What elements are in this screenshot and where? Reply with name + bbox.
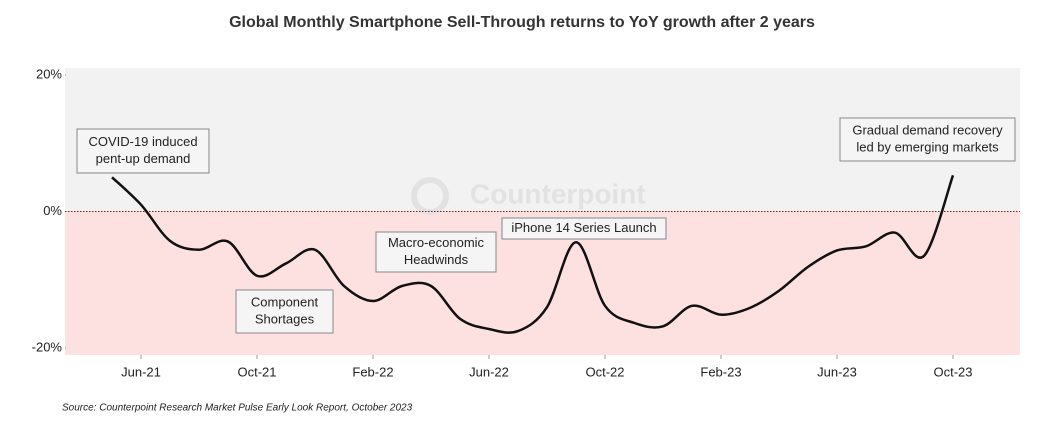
x-tick-label: Jun-22 <box>469 364 509 379</box>
annotation: Gradual demand recovery led by emerging m… <box>839 117 1016 162</box>
line-series <box>111 174 955 334</box>
watermark-logo <box>411 177 449 215</box>
y-tick-label: 20% <box>36 66 62 81</box>
x-tick-label: Jun-23 <box>817 364 857 379</box>
x-tick-label: Oct-23 <box>933 364 972 379</box>
chart-title: Global Monthly Smartphone Sell-Through r… <box>229 14 815 31</box>
annotation-box <box>839 117 1016 162</box>
annotation-box <box>235 289 334 334</box>
x-tick-label: Feb-22 <box>352 364 393 379</box>
y-tick-label: 0% <box>43 203 62 218</box>
annotation-text: Gradual demand recovery <box>852 122 1003 137</box>
x-tick-label: Feb-23 <box>700 364 741 379</box>
annotation: Macro-economic Headwinds <box>375 231 497 273</box>
annotation-text: Component <box>251 294 319 309</box>
annotation-box <box>76 128 210 174</box>
y-tick-label: -20% <box>32 340 63 355</box>
watermark: Counterpoint <box>470 178 646 209</box>
annotation-text: pent-up demand <box>96 151 191 166</box>
annotation-text: Shortages <box>255 311 315 326</box>
annotation-text: Headwinds <box>404 252 469 267</box>
source: Source: Counterpoint Research Market Pul… <box>62 403 413 414</box>
x-tick-label: Oct-22 <box>585 364 624 379</box>
annotation-text: iPhone 14 Series Launch <box>511 220 656 235</box>
annotation-text: Macro-economic <box>388 235 485 250</box>
annotation-box <box>375 231 497 273</box>
annotation-box <box>501 217 667 240</box>
x-tick-label: Jun-21 <box>121 364 161 379</box>
annotation: Component Shortages <box>235 289 334 334</box>
x-tick-label: Oct-21 <box>237 364 276 379</box>
annotation: iPhone 14 Series Launch <box>501 217 667 240</box>
annotation-text: COVID-19 induced <box>88 134 197 149</box>
annotation-text: led by emerging markets <box>856 139 999 154</box>
annotation: COVID-19 induced pent-up demand <box>76 128 210 174</box>
